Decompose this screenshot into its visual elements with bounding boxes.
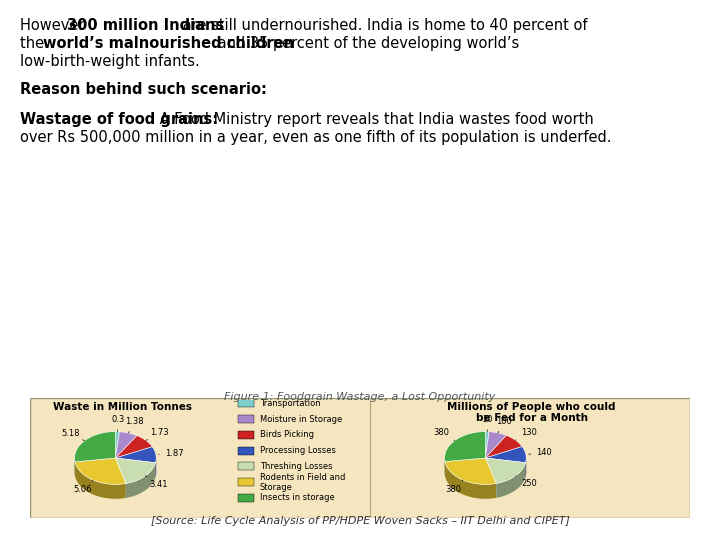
- Text: low-birth-weight infants.: low-birth-weight infants.: [20, 54, 199, 69]
- Text: 130: 130: [516, 428, 537, 440]
- Polygon shape: [485, 431, 506, 458]
- Polygon shape: [485, 435, 522, 458]
- Text: over Rs 500,000 million in a year, even as one fifth of its population is underf: over Rs 500,000 million in a year, even …: [20, 130, 611, 145]
- Text: Millions of People who could
be Fed for a Month: Millions of People who could be Fed for …: [447, 402, 616, 423]
- Polygon shape: [496, 463, 526, 498]
- Text: are still undernourished. India is home to 40 percent of: are still undernourished. India is home …: [178, 18, 588, 33]
- Bar: [238, 478, 253, 486]
- Polygon shape: [485, 458, 526, 483]
- Text: Threshing Losses: Threshing Losses: [260, 462, 333, 471]
- Text: 5.18: 5.18: [61, 429, 84, 441]
- Polygon shape: [75, 431, 115, 462]
- Bar: [238, 400, 253, 408]
- Polygon shape: [115, 436, 153, 458]
- Text: 1.73: 1.73: [146, 428, 169, 441]
- Polygon shape: [115, 447, 156, 463]
- Text: 250: 250: [516, 476, 537, 488]
- Text: 300 million Indians: 300 million Indians: [67, 18, 224, 33]
- Text: 100: 100: [496, 417, 511, 433]
- Text: Moisture in Storage: Moisture in Storage: [260, 415, 342, 424]
- Text: 3.41: 3.41: [145, 476, 168, 489]
- Text: Transportation: Transportation: [260, 399, 320, 408]
- Polygon shape: [115, 431, 120, 458]
- Bar: [238, 431, 253, 439]
- Text: and 35 percent of the developing world’s: and 35 percent of the developing world’s: [213, 36, 519, 51]
- Polygon shape: [115, 432, 137, 458]
- Text: the: the: [20, 36, 49, 51]
- Polygon shape: [485, 431, 489, 458]
- Text: Figure 1: Foodgrain Wastage, a Lost Opportunity: Figure 1: Foodgrain Wastage, a Lost Oppo…: [225, 392, 495, 402]
- Text: [Source: Life Cycle Analysis of PP/HDPE Woven Sacks – IIT Delhi and CIPET]: [Source: Life Cycle Analysis of PP/HDPE …: [150, 516, 570, 526]
- Polygon shape: [445, 462, 496, 499]
- Polygon shape: [75, 462, 126, 499]
- Text: 140: 140: [528, 448, 552, 457]
- Text: 0.3: 0.3: [112, 415, 125, 431]
- Bar: [238, 462, 253, 470]
- Text: Insects in storage: Insects in storage: [260, 494, 335, 503]
- Text: A Food Ministry report reveals that India wastes food worth: A Food Ministry report reveals that Indi…: [155, 112, 593, 127]
- Bar: [238, 494, 253, 502]
- Text: world’s malnourished children: world’s malnourished children: [43, 36, 294, 51]
- Polygon shape: [115, 458, 156, 483]
- Text: 380: 380: [445, 480, 463, 495]
- Polygon shape: [485, 447, 526, 463]
- Text: 1.87: 1.87: [158, 449, 184, 457]
- Polygon shape: [126, 463, 156, 498]
- Polygon shape: [445, 431, 485, 462]
- Text: However: However: [20, 18, 89, 33]
- Text: Waste in Million Tonnes: Waste in Million Tonnes: [53, 402, 192, 411]
- Bar: [238, 415, 253, 423]
- Text: 20: 20: [483, 415, 493, 431]
- Text: 380: 380: [433, 428, 454, 441]
- Bar: [238, 447, 253, 455]
- Text: 5.06: 5.06: [73, 480, 93, 495]
- Text: Processing Losses: Processing Losses: [260, 446, 336, 455]
- Text: Birds Picking: Birds Picking: [260, 430, 314, 440]
- Text: Rodents in Field and
Storage: Rodents in Field and Storage: [260, 472, 345, 492]
- Polygon shape: [445, 458, 496, 484]
- Text: Wastage of food grains:: Wastage of food grains:: [20, 112, 218, 127]
- Polygon shape: [75, 458, 126, 484]
- FancyBboxPatch shape: [30, 398, 690, 518]
- Text: 1.38: 1.38: [125, 417, 144, 433]
- Text: Reason behind such scenario:: Reason behind such scenario:: [20, 82, 267, 97]
